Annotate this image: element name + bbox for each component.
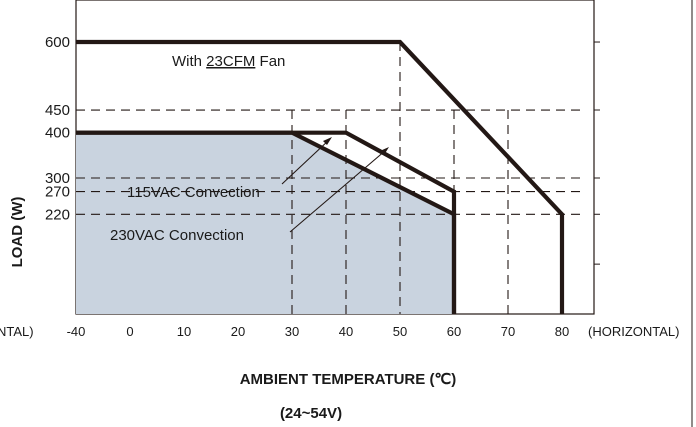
x-axis-right-note: (HORIZONTAL) — [588, 324, 679, 339]
fan-annotation-prefix: With — [172, 53, 206, 70]
x-tick-label-0: 0 — [126, 324, 133, 339]
y-tick-label-300: 300 — [45, 170, 70, 187]
y-tick-label-270: 270 — [45, 184, 70, 201]
ac115-leader — [281, 139, 330, 185]
x-axis-left-note: NTAL) — [0, 324, 34, 339]
y-tick-label-450: 450 — [45, 102, 70, 119]
y-tick-label-600: 600 — [45, 34, 70, 51]
ac230-annotation: 230VAC Convection — [110, 227, 244, 244]
x-tick-label--40: -40 — [67, 324, 86, 339]
fan-annotation: With 23CFM Fan — [172, 53, 285, 70]
ac115-leader-arrow — [323, 137, 332, 145]
fan-annotation-value: 23CFM — [206, 53, 255, 70]
ac115-annotation: 115VAC Convection — [127, 184, 260, 201]
chart-subtitle: (24~54V) — [280, 405, 342, 422]
x-tick-label-50: 50 — [393, 324, 407, 339]
x-tick-label-80: 80 — [555, 324, 569, 339]
y-tick-label-220: 220 — [45, 206, 70, 223]
fan-annotation-suffix: Fan — [255, 53, 285, 70]
ac230-leader — [289, 149, 387, 233]
x-tick-label-40: 40 — [339, 324, 353, 339]
x-tick-label-20: 20 — [231, 324, 245, 339]
x-tick-label-70: 70 — [501, 324, 515, 339]
series-line-2 — [76, 130, 457, 314]
y-axis-title: LOAD (W) — [9, 197, 26, 268]
ac230-leader-arrow — [380, 147, 389, 155]
series-line-0 — [76, 39, 565, 314]
x-axis-title: AMBIENT TEMPERATURE (℃) — [240, 371, 457, 388]
x-tick-label-10: 10 — [177, 324, 191, 339]
x-tick-label-60: 60 — [447, 324, 461, 339]
y-tick-label-400: 400 — [45, 125, 70, 142]
x-tick-label-30: 30 — [285, 324, 299, 339]
